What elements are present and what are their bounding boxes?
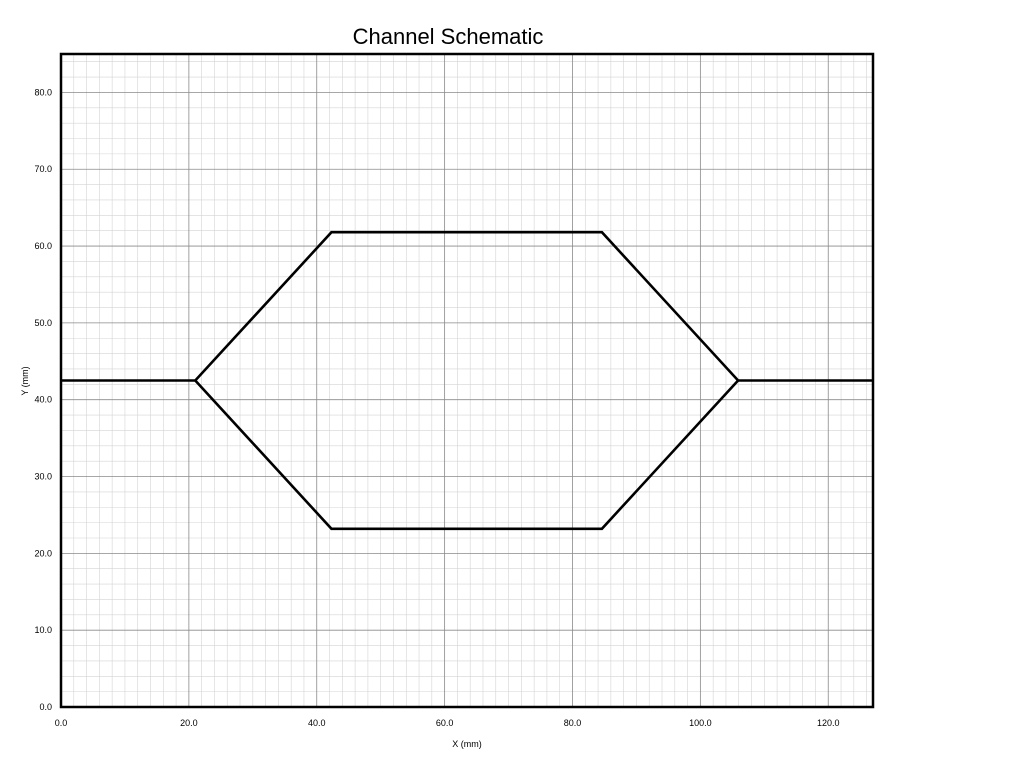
x-tick-label: 120.0 xyxy=(817,718,840,728)
x-axis-label: X (mm) xyxy=(452,739,482,749)
y-tick-label: 40.0 xyxy=(34,395,52,405)
x-tick-label: 0.0 xyxy=(55,718,68,728)
y-tick-label: 30.0 xyxy=(34,472,52,482)
y-tick-label: 50.0 xyxy=(34,318,52,328)
y-tick-label: 0.0 xyxy=(39,702,52,712)
chart-title: Channel Schematic xyxy=(353,24,544,49)
y-tick-label: 60.0 xyxy=(34,241,52,251)
y-tick-label: 70.0 xyxy=(34,164,52,174)
x-tick-labels: 0.0 20.0 40.0 60.0 80.0 100.0 120.0 xyxy=(55,718,840,728)
plot-frame xyxy=(59,52,875,709)
y-axis-label: Y (mm) xyxy=(20,366,30,395)
channel-lower-path xyxy=(194,379,740,531)
x-tick-label: 20.0 xyxy=(180,718,198,728)
x-tick-label: 80.0 xyxy=(564,718,582,728)
channel-upper-path xyxy=(61,230,873,382)
y-tick-label: 80.0 xyxy=(34,87,52,97)
x-tick-label: 100.0 xyxy=(689,718,712,728)
minor-grid xyxy=(61,54,873,707)
x-tick-label: 60.0 xyxy=(436,718,454,728)
y-tick-label: 10.0 xyxy=(34,625,52,635)
y-tick-label: 20.0 xyxy=(34,548,52,558)
channel-series xyxy=(61,230,873,531)
x-tick-label: 40.0 xyxy=(308,718,326,728)
y-tick-labels: 0.0 10.0 20.0 30.0 40.0 50.0 60.0 70.0 80.0 xyxy=(34,87,52,712)
